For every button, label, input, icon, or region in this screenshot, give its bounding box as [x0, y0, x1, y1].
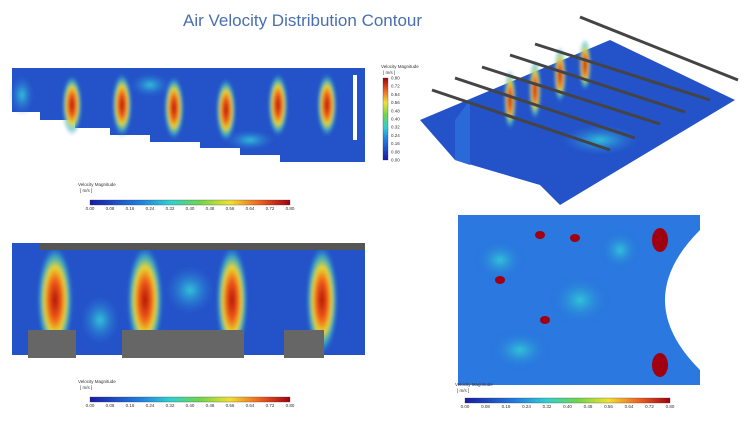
colorbar-unit: [ m/s ] [383, 70, 395, 75]
colorbar-unit: [ m/s ] [457, 388, 469, 393]
colorbar-tick: 0.80 [666, 404, 675, 409]
colorbar-tick: 0.48 [584, 404, 593, 409]
colorbar-tick: 0.56 [391, 100, 400, 105]
colorbar-tick: 0.72 [645, 404, 654, 409]
colorbar-unit: [ m/s ] [80, 385, 92, 390]
colorbar-tick: 0.72 [266, 206, 275, 211]
colorbar-tick: 0.16 [126, 403, 135, 408]
colorbar-tick: 0.16 [126, 206, 135, 211]
colorbar-tick: 0.64 [246, 206, 255, 211]
colorbar-tick: 0.00 [461, 404, 470, 409]
title: Air Velocity Distribution Contour [183, 11, 422, 30]
colorbar-tick: 0.80 [286, 403, 295, 408]
colorbar-tick: 0.40 [391, 117, 400, 122]
colorbar-tick: 0.40 [186, 206, 195, 211]
colorbar-tick: 0.16 [391, 141, 400, 146]
colorbar-tick: 0.08 [106, 206, 115, 211]
colorbar-tick: 0.80 [391, 76, 400, 81]
colorbar-tick: 0.32 [543, 404, 552, 409]
colorbar-tick: 0.64 [625, 404, 634, 409]
colorbar-tick: 0.64 [246, 403, 255, 408]
colorbar-tick: 0.24 [146, 206, 155, 211]
colorbar-unit: [ m/s ] [80, 188, 92, 193]
colorbar [89, 199, 291, 206]
contour-bottom-left [12, 243, 365, 358]
colorbar-tick: 0.24 [522, 404, 531, 409]
colorbar-tick: 0.72 [391, 84, 400, 89]
colorbar-tick: 0.64 [391, 92, 400, 97]
colorbar-tick: 0.40 [186, 403, 195, 408]
contour-bottom-right [458, 215, 700, 385]
colorbar-tick: 0.24 [391, 133, 400, 138]
colorbar-tick: 0.00 [86, 206, 95, 211]
colorbar-title: Velocity Magnitude [78, 182, 116, 187]
colorbar-tick: 0.56 [226, 403, 235, 408]
contour-top-left [10, 68, 365, 162]
colorbar-tick: 0.80 [286, 206, 295, 211]
colorbar-tick: 0.00 [391, 158, 400, 163]
colorbar-tick: 0.08 [106, 403, 115, 408]
colorbar-tick: 0.48 [391, 108, 400, 113]
colorbar-title: Velocity Magnitude [455, 382, 493, 387]
colorbar-tick: 0.32 [166, 403, 175, 408]
colorbar-tick: 0.40 [563, 404, 572, 409]
colorbar-title: Velocity Magnitude [78, 379, 116, 384]
colorbar-tick: 0.32 [166, 206, 175, 211]
colorbar [464, 397, 671, 404]
colorbar-tick: 0.08 [481, 404, 490, 409]
colorbar-tick: 0.72 [266, 403, 275, 408]
colorbar-title: Velocity Magnitude [381, 64, 419, 69]
colorbar-tick: 0.08 [391, 149, 400, 154]
colorbar-tick: 0.56 [604, 404, 613, 409]
colorbar-tick: 0.56 [226, 206, 235, 211]
colorbar-tick: 0.32 [391, 125, 400, 130]
colorbar-tick: 0.16 [502, 404, 511, 409]
contour-top-right [420, 15, 739, 205]
colorbar [89, 396, 291, 403]
colorbar-tick: 0.48 [206, 403, 215, 408]
colorbar [382, 77, 389, 161]
colorbar-tick: 0.48 [206, 206, 215, 211]
colorbar-tick: 0.24 [146, 403, 155, 408]
colorbar-tick: 0.00 [86, 403, 95, 408]
